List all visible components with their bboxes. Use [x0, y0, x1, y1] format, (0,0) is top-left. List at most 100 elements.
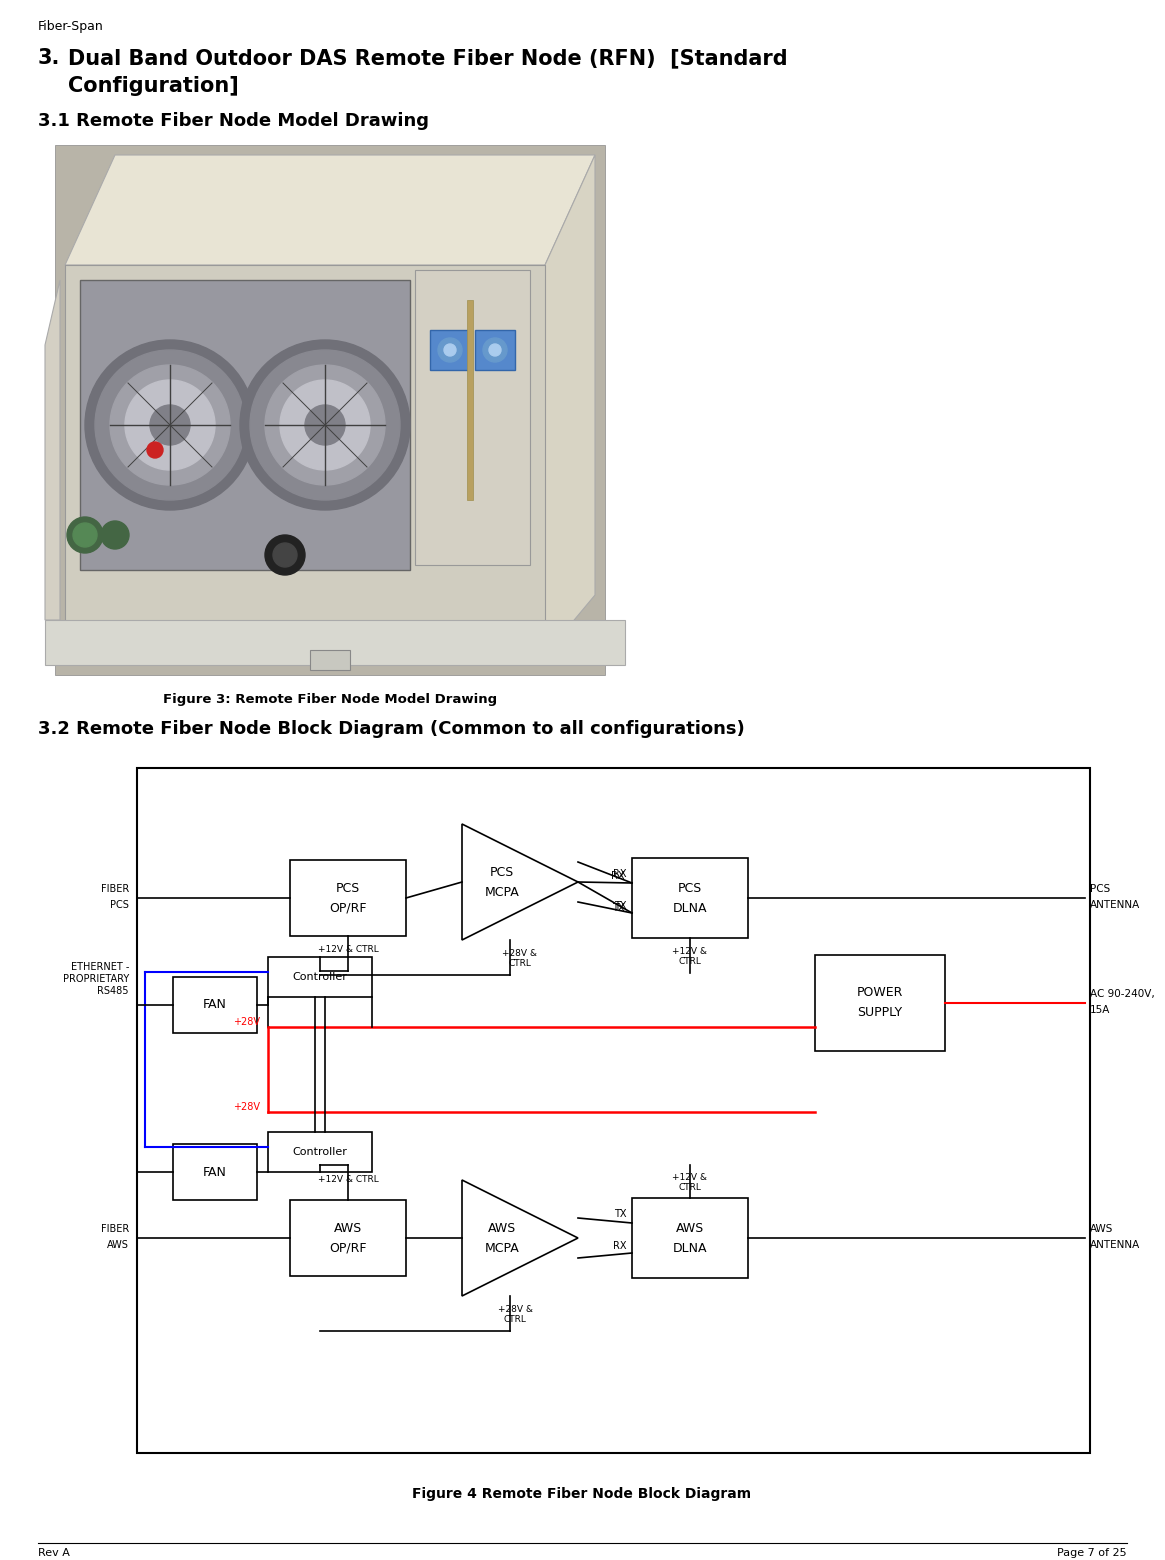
- Circle shape: [264, 535, 305, 576]
- Polygon shape: [65, 154, 595, 265]
- Bar: [816, 955, 945, 1051]
- Text: TX: TX: [614, 1209, 627, 1218]
- Circle shape: [73, 523, 97, 548]
- Text: +12V & CTRL: +12V & CTRL: [318, 1176, 379, 1184]
- Text: POWER: POWER: [856, 986, 903, 1000]
- Text: MCPA: MCPA: [485, 1242, 520, 1254]
- Text: 15A: 15A: [1090, 1005, 1110, 1016]
- Text: Controller: Controller: [292, 1147, 347, 1158]
- Text: FIBER: FIBER: [100, 885, 129, 894]
- Text: PCS: PCS: [1090, 885, 1110, 894]
- Text: +28V &: +28V &: [502, 948, 537, 958]
- Bar: [55, 145, 605, 675]
- Text: Figure 4 Remote Fiber Node Block Diagram: Figure 4 Remote Fiber Node Block Diagram: [412, 1487, 751, 1501]
- Bar: [268, 956, 372, 997]
- Bar: [172, 977, 257, 1033]
- Polygon shape: [45, 279, 61, 619]
- Text: Controller: Controller: [292, 972, 347, 981]
- Text: AWS: AWS: [1090, 1225, 1114, 1234]
- Circle shape: [150, 406, 190, 445]
- Text: PCS: PCS: [336, 881, 360, 894]
- Text: Page 7 of 25: Page 7 of 25: [1058, 1548, 1127, 1558]
- Circle shape: [483, 339, 507, 362]
- Text: CTRL: CTRL: [678, 1184, 701, 1192]
- Text: +12V & CTRL: +12V & CTRL: [318, 945, 379, 955]
- Text: TX: TX: [612, 903, 624, 913]
- Text: AWS: AWS: [334, 1221, 362, 1234]
- Text: FAN: FAN: [203, 1165, 227, 1178]
- Text: DLNA: DLNA: [672, 1242, 707, 1254]
- Text: FIBER: FIBER: [100, 1225, 129, 1234]
- Circle shape: [125, 381, 216, 470]
- Bar: [65, 265, 545, 644]
- Circle shape: [250, 349, 400, 501]
- Circle shape: [273, 543, 297, 566]
- Text: FAN: FAN: [203, 998, 227, 1011]
- Bar: [310, 651, 350, 669]
- Circle shape: [444, 345, 456, 356]
- Text: Rev A: Rev A: [38, 1548, 70, 1558]
- Circle shape: [264, 365, 384, 485]
- Text: DLNA: DLNA: [672, 902, 707, 914]
- Bar: [290, 860, 405, 936]
- Text: CTRL: CTRL: [509, 958, 531, 967]
- Bar: [430, 331, 469, 370]
- Bar: [467, 300, 473, 501]
- Text: AWS: AWS: [676, 1221, 704, 1234]
- Text: 3.: 3.: [38, 48, 61, 69]
- Text: +12V &: +12V &: [672, 1173, 707, 1182]
- Text: AWS: AWS: [488, 1221, 516, 1234]
- Text: PCS: PCS: [678, 881, 702, 894]
- Text: RS485: RS485: [98, 986, 129, 995]
- Text: RX: RX: [613, 1242, 627, 1251]
- Circle shape: [85, 340, 255, 510]
- Text: +12V &: +12V &: [672, 947, 707, 956]
- Bar: [257, 1122, 758, 1356]
- Text: Fiber-Span: Fiber-Span: [38, 20, 104, 33]
- Text: +28V: +28V: [233, 1017, 260, 1026]
- Bar: [290, 1200, 405, 1276]
- Text: OP/RF: OP/RF: [330, 1242, 367, 1254]
- Text: AC 90-240V,: AC 90-240V,: [1090, 989, 1155, 998]
- Bar: [172, 1143, 257, 1200]
- Text: Configuration]: Configuration]: [68, 76, 239, 97]
- Text: ANTENNA: ANTENNA: [1090, 1240, 1141, 1250]
- Text: AWS: AWS: [107, 1240, 129, 1250]
- Text: +28V &: +28V &: [497, 1304, 532, 1314]
- Text: CTRL: CTRL: [678, 958, 701, 967]
- Bar: [80, 279, 410, 569]
- Circle shape: [305, 406, 345, 445]
- Bar: [137, 768, 1090, 1452]
- Circle shape: [147, 441, 163, 459]
- Text: MCPA: MCPA: [485, 886, 520, 899]
- Text: PROPRIETARY: PROPRIETARY: [63, 973, 129, 984]
- Bar: [475, 331, 515, 370]
- Bar: [631, 858, 748, 938]
- Text: 3.2 Remote Fiber Node Block Diagram (Common to all configurations): 3.2 Remote Fiber Node Block Diagram (Com…: [38, 721, 744, 738]
- Bar: [257, 839, 758, 991]
- Circle shape: [280, 381, 370, 470]
- Bar: [45, 619, 624, 665]
- Text: ANTENNA: ANTENNA: [1090, 900, 1141, 909]
- Text: OP/RF: OP/RF: [330, 902, 367, 914]
- Text: Dual Band Outdoor DAS Remote Fiber Node (RFN)  [Standard: Dual Band Outdoor DAS Remote Fiber Node …: [68, 48, 788, 69]
- Text: PCS: PCS: [111, 900, 129, 909]
- Circle shape: [489, 345, 501, 356]
- Text: PCS: PCS: [489, 866, 514, 878]
- Text: ETHERNET -: ETHERNET -: [71, 963, 129, 972]
- Text: CTRL: CTRL: [503, 1315, 527, 1323]
- Text: RX: RX: [612, 870, 624, 881]
- Circle shape: [101, 521, 129, 549]
- Polygon shape: [545, 154, 595, 655]
- Bar: [268, 1133, 372, 1172]
- Text: RX: RX: [613, 869, 627, 878]
- Text: Figure 3: Remote Fiber Node Model Drawing: Figure 3: Remote Fiber Node Model Drawin…: [163, 693, 497, 707]
- Circle shape: [438, 339, 463, 362]
- Circle shape: [96, 349, 245, 501]
- Bar: [631, 1198, 748, 1278]
- Text: +28V: +28V: [233, 1101, 260, 1112]
- Circle shape: [240, 340, 410, 510]
- Bar: [415, 270, 530, 565]
- Circle shape: [68, 516, 103, 552]
- Circle shape: [110, 365, 230, 485]
